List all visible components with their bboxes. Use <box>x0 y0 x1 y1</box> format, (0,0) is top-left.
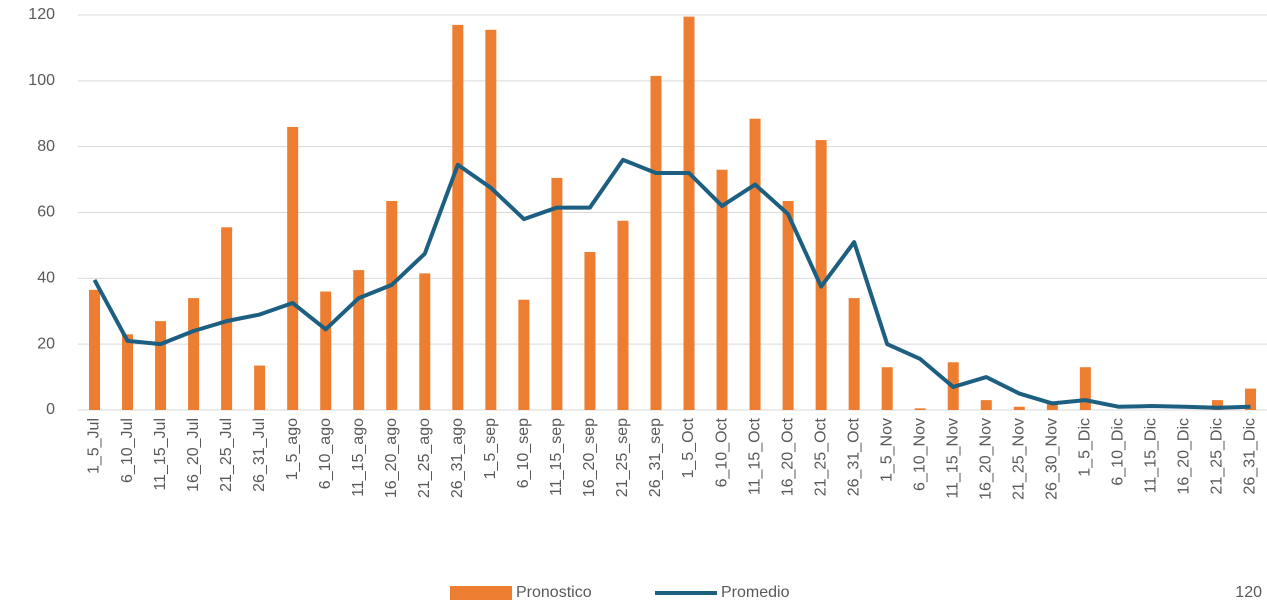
bar <box>419 273 431 410</box>
y-tick-label: 120 <box>28 6 55 23</box>
bar <box>683 16 695 410</box>
x-tick-label: 6_10_Nov <box>911 418 928 491</box>
x-tick-label: 1_5_ago <box>284 418 301 480</box>
x-tick-label: 1_5_sep <box>482 418 499 479</box>
bar <box>518 299 530 410</box>
bar <box>914 408 926 410</box>
bar <box>353 270 365 410</box>
bar <box>584 252 596 410</box>
bar <box>1013 406 1025 410</box>
bar <box>188 298 200 410</box>
bar <box>881 367 893 410</box>
bar <box>716 169 728 410</box>
x-tick-label: 16_20_Nov <box>977 418 994 500</box>
bar <box>221 227 233 410</box>
x-tick-label: 1_5_Dic <box>1077 418 1094 477</box>
x-tick-label: 26_30_Nov <box>1044 418 1061 500</box>
x-tick-label: 11_15_Jul <box>152 418 169 491</box>
bar <box>815 140 827 411</box>
x-tick-label: 26_31_sep <box>647 418 664 497</box>
bar <box>617 220 629 410</box>
bar <box>848 298 860 410</box>
x-tick-label: 21_25_Dic <box>1209 418 1226 495</box>
bar <box>1211 400 1223 410</box>
bar <box>89 289 101 410</box>
x-tick-label: 26_31_Dic <box>1242 418 1259 495</box>
bar <box>980 400 992 410</box>
bar <box>452 24 464 410</box>
x-tick-label: 11_15_Nov <box>944 418 961 499</box>
annotation: 120 <box>1235 584 1262 601</box>
bar <box>1079 367 1091 410</box>
y-tick-label: 40 <box>37 270 55 287</box>
x-tick-label: 26_31_ago <box>449 418 466 498</box>
x-tick-label: 11_15_ago <box>350 418 367 497</box>
bar <box>551 177 563 410</box>
bar <box>320 291 332 410</box>
bar <box>155 321 167 410</box>
x-tick-label: 26_31_Jul <box>251 418 268 492</box>
x-tick-label: 16_20_Dic <box>1176 418 1193 495</box>
bar <box>287 126 299 411</box>
legend-swatch <box>450 586 512 600</box>
x-tick-label: 21_25_Jul <box>218 418 235 492</box>
bar <box>1244 388 1256 410</box>
line <box>92 157 1251 410</box>
bar <box>749 118 761 410</box>
y-tick-label: 20 <box>37 335 55 352</box>
bar <box>386 200 398 410</box>
x-tick-label: 6_10_ago <box>317 418 334 489</box>
x-tick-label: 16_20_Jul <box>185 418 202 492</box>
bar <box>650 75 662 410</box>
bar <box>254 365 266 410</box>
x-tick-label: 16_20_Oct <box>779 417 796 496</box>
bar <box>782 200 794 410</box>
x-tick-label: 1_5_Nov <box>878 418 895 482</box>
x-tick-label: 11_15_sep <box>548 418 565 496</box>
x-tick-label: 11_15_Dic <box>1143 418 1160 493</box>
legend-label: Pronostico <box>516 584 592 601</box>
x-tick-label: 16_20_ago <box>383 418 400 498</box>
x-tick-label: 1_5_Oct <box>680 417 697 478</box>
legend-label: Promedio <box>721 584 790 601</box>
x-tick-label: 11_15_Oct <box>746 417 763 495</box>
y-tick-label: 0 <box>46 401 55 418</box>
bar <box>485 29 497 410</box>
x-tick-label: 21_25_sep <box>614 418 631 497</box>
x-tick-label: 6_10_Oct <box>713 417 730 487</box>
x-tick-label: 21_25_ago <box>416 418 433 498</box>
y-tick-label: 80 <box>37 138 55 155</box>
x-tick-label: 16_20_sep <box>581 418 598 497</box>
y-tick-label: 100 <box>28 72 55 89</box>
x-tick-label: 26_31_Oct <box>845 417 862 496</box>
x-tick-label: 1_5_Jul <box>86 418 103 474</box>
x-tick-label: 6_10_sep <box>515 418 532 488</box>
x-tick-label: 21_25_Oct <box>812 417 829 496</box>
y-tick-label: 60 <box>37 204 55 221</box>
x-tick-label: 6_10_Dic <box>1110 418 1127 486</box>
x-tick-label: 6_10_Jul <box>119 418 136 483</box>
bar <box>122 334 134 410</box>
x-tick-label: 21_25_Nov <box>1011 418 1028 500</box>
bar <box>1046 403 1058 410</box>
